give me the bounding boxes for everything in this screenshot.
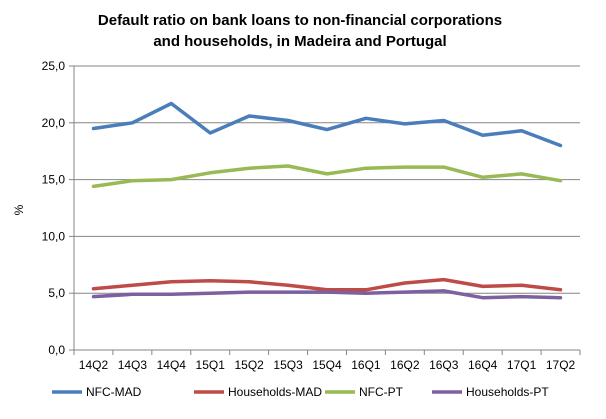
x-tick-label: 17Q1	[507, 358, 537, 372]
y-tick-labels: 0,0 5,0 10,0 15,0 20,0 25,0	[42, 59, 66, 357]
x-tick-label: 15Q2	[234, 358, 264, 372]
x-tick-label: 16Q3	[429, 358, 459, 372]
y-tick-label: 0,0	[48, 343, 65, 357]
y-tick-label: 20,0	[42, 116, 66, 130]
legend-label: NFC-MAD	[86, 385, 142, 399]
x-tick-label: 16Q1	[351, 358, 381, 372]
x-tick-label: 17Q2	[546, 358, 576, 372]
legend-label: Households-MAD	[228, 385, 322, 399]
series-line-households-pt	[91, 289, 563, 300]
y-tick-label: 10,0	[42, 229, 66, 243]
x-tick-label: 14Q4	[157, 358, 187, 372]
y-tick-label: 25,0	[42, 59, 66, 73]
series-line-households-mad	[91, 277, 563, 292]
series-lines	[91, 101, 563, 300]
x-tick-label: 15Q1	[196, 358, 226, 372]
legend: NFC-MAD Households-MAD NFC-PT Households-PT	[52, 385, 549, 399]
chart-title-line-1: Default ratio on bank loans to non-finan…	[98, 12, 502, 29]
x-tick-label: 14Q3	[118, 358, 148, 372]
x-tick-label: 16Q2	[390, 358, 420, 372]
y-tick-label: 15,0	[42, 173, 66, 187]
x-tick-label: 14Q2	[79, 358, 109, 372]
chart-title-line-2: and households, in Madeira and Portugal	[153, 33, 446, 50]
x-tick-label: 15Q3	[273, 358, 303, 372]
series-line-nfc-pt	[91, 164, 563, 189]
series-line-nfc-mad	[91, 101, 563, 148]
x-tick-labels: 14Q2 14Q3 14Q4 15Q1 15Q2 15Q3 15Q4 16Q1 16Q2 16Q3…	[79, 358, 576, 372]
x-tick-label: 16Q4	[468, 358, 498, 372]
axes	[69, 65, 581, 355]
y-tick-label: 5,0	[48, 286, 65, 300]
legend-label: NFC-PT	[359, 385, 404, 399]
legend-label: Households-PT	[466, 385, 549, 399]
x-tick-label: 15Q4	[312, 358, 342, 372]
y-axis-label: %	[12, 204, 26, 215]
